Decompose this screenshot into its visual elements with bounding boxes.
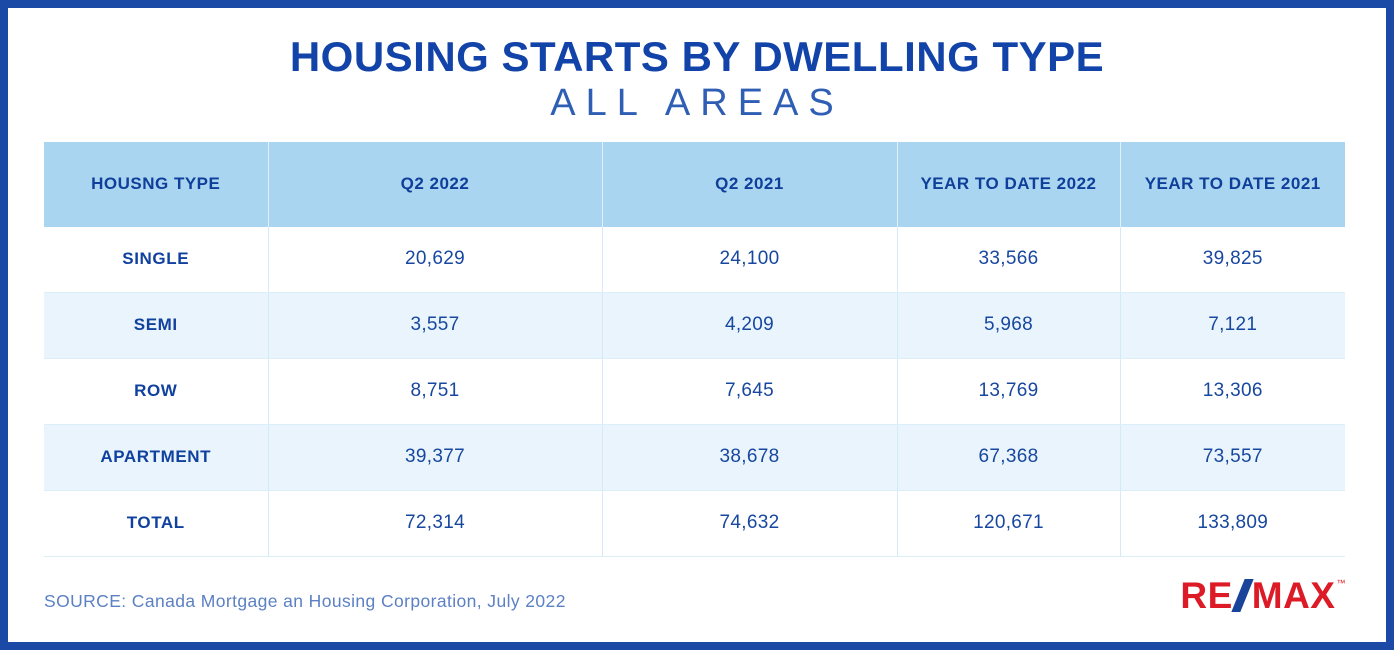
cell-value: 24,100 — [602, 226, 898, 293]
logo-slash-icon — [1231, 579, 1254, 612]
cell-value: 74,632 — [602, 490, 898, 557]
cell-value: 73,557 — [1120, 424, 1345, 491]
footer: SOURCE: Canada Mortgage an Housing Corpo… — [44, 577, 1346, 620]
cell-value: 39,377 — [268, 424, 603, 491]
row-label: TOTAL — [44, 490, 269, 557]
column-header-housing-type: HOUSNG TYPE — [44, 141, 269, 227]
cell-value: 5,968 — [897, 292, 1121, 359]
cell-value: 4,209 — [602, 292, 898, 359]
cell-value: 8,751 — [268, 358, 603, 425]
column-header-ytd-2022: YEAR TO DATE 2022 — [897, 141, 1121, 227]
cell-value: 20,629 — [268, 226, 603, 293]
remax-logo: RE MAX ™ — [1180, 577, 1346, 614]
table-header: HOUSNG TYPE Q2 2022 Q2 2021 YEAR TO DATE… — [44, 141, 1345, 227]
column-header-q2-2022: Q2 2022 — [268, 141, 603, 227]
source-note: SOURCE: Canada Mortgage an Housing Corpo… — [44, 591, 566, 611]
table-row-apartment: APARTMENT 39,377 38,678 67,368 73,557 — [44, 424, 1345, 491]
column-header-q2-2021: Q2 2021 — [602, 141, 898, 227]
cell-value: 133,809 — [1120, 490, 1345, 557]
cell-value: 72,314 — [268, 490, 603, 557]
logo-text-re: RE — [1180, 575, 1233, 616]
cell-value: 39,825 — [1120, 226, 1345, 293]
table-row-total: TOTAL 72,314 74,632 120,671 133,809 — [44, 490, 1345, 557]
cell-value: 13,306 — [1120, 358, 1345, 425]
table-row-single: SINGLE 20,629 24,100 33,566 39,825 — [44, 226, 1345, 293]
cell-value: 3,557 — [268, 292, 603, 359]
cell-value: 120,671 — [897, 490, 1121, 557]
row-label: ROW — [44, 358, 269, 425]
page-subtitle: ALL AREAS — [550, 82, 844, 125]
housing-starts-table: HOUSNG TYPE Q2 2022 Q2 2021 YEAR TO DATE… — [44, 141, 1345, 557]
row-label: APARTMENT — [44, 424, 269, 491]
table-row-row: ROW 8,751 7,645 13,769 13,306 — [44, 358, 1345, 425]
logo-text-max: MAX — [1251, 575, 1336, 616]
cell-value: 7,121 — [1120, 292, 1345, 359]
page-title: HOUSING STARTS BY DWELLING TYPE — [289, 33, 1105, 80]
table-row-semi: SEMI 3,557 4,209 5,968 7,121 — [44, 292, 1345, 359]
cell-value: 38,678 — [602, 424, 898, 491]
header-row: HOUSNG TYPE Q2 2022 Q2 2021 YEAR TO DATE… — [44, 141, 1345, 227]
row-label: SINGLE — [44, 226, 269, 293]
cell-value: 33,566 — [897, 226, 1121, 293]
row-label: SEMI — [44, 292, 269, 359]
cell-value: 7,645 — [602, 358, 898, 425]
column-header-ytd-2021: YEAR TO DATE 2021 — [1120, 141, 1345, 227]
cell-value: 67,368 — [897, 424, 1121, 491]
trademark-symbol: ™ — [1336, 578, 1346, 588]
cell-value: 13,769 — [897, 358, 1121, 425]
